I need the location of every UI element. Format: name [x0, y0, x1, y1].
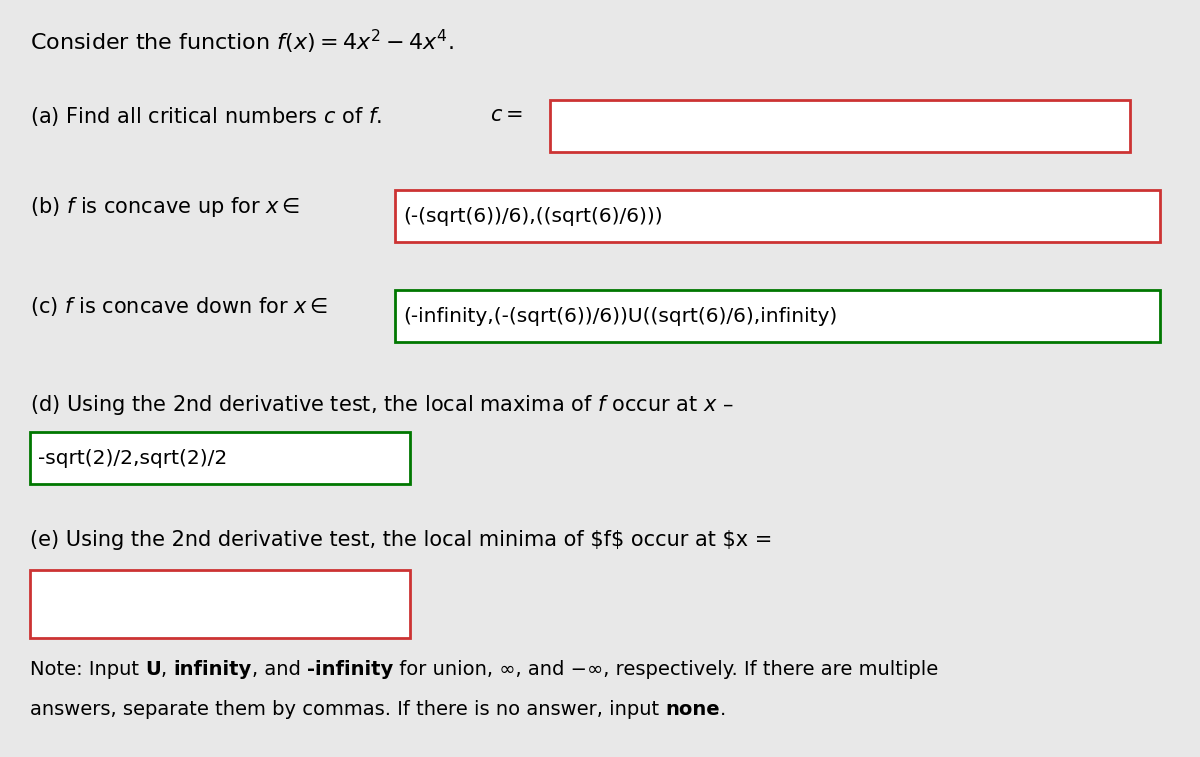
- Text: (-(sqrt(6))/6),((sqrt(6)/6))): (-(sqrt(6))/6),((sqrt(6)/6))): [403, 207, 662, 226]
- Text: (d) Using the 2nd derivative test, the local maxima of $f$ occur at $x$ –: (d) Using the 2nd derivative test, the l…: [30, 393, 733, 417]
- Text: (a) Find all critical numbers $c$ of $f$.: (a) Find all critical numbers $c$ of $f$…: [30, 105, 382, 128]
- Text: ,: ,: [161, 660, 173, 679]
- FancyBboxPatch shape: [395, 290, 1160, 342]
- Text: for union, ∞, and −∞, respectively. If there are multiple: for union, ∞, and −∞, respectively. If t…: [394, 660, 938, 679]
- Text: (b) $f$ is concave up for $x \in$: (b) $f$ is concave up for $x \in$: [30, 195, 300, 219]
- FancyBboxPatch shape: [30, 432, 410, 484]
- Text: (e) Using the 2nd derivative test, the local minima of $f$ occur at $x =: (e) Using the 2nd derivative test, the l…: [30, 530, 773, 550]
- FancyBboxPatch shape: [30, 570, 410, 638]
- Text: (-infinity,(-(sqrt(6))/6))U((sqrt(6)/6),infinity): (-infinity,(-(sqrt(6))/6))U((sqrt(6)/6),…: [403, 307, 838, 326]
- Text: -infinity: -infinity: [307, 660, 394, 679]
- Text: none: none: [665, 700, 720, 719]
- Text: infinity: infinity: [173, 660, 252, 679]
- Text: U: U: [145, 660, 161, 679]
- Text: Note: Input: Note: Input: [30, 660, 145, 679]
- Text: .: .: [720, 700, 726, 719]
- FancyBboxPatch shape: [550, 100, 1130, 152]
- FancyBboxPatch shape: [395, 190, 1160, 242]
- Text: Consider the function $f(x) = 4x^2 - 4x^4$.: Consider the function $f(x) = 4x^2 - 4x^…: [30, 28, 454, 56]
- Text: answers, separate them by commas. If there is no answer, input: answers, separate them by commas. If the…: [30, 700, 665, 719]
- Text: -sqrt(2)/2,sqrt(2)/2: -sqrt(2)/2,sqrt(2)/2: [38, 448, 227, 468]
- Text: , and: , and: [252, 660, 307, 679]
- Text: $c =$: $c =$: [490, 105, 523, 125]
- Text: (c) $f$ is concave down for $x \in$: (c) $f$ is concave down for $x \in$: [30, 295, 329, 318]
